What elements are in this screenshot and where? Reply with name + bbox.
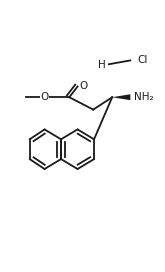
- Text: O: O: [40, 92, 49, 102]
- Text: Cl: Cl: [137, 55, 147, 65]
- Text: NH₂: NH₂: [134, 92, 153, 102]
- Text: O: O: [79, 81, 87, 91]
- Text: H: H: [99, 60, 106, 70]
- Polygon shape: [112, 94, 130, 100]
